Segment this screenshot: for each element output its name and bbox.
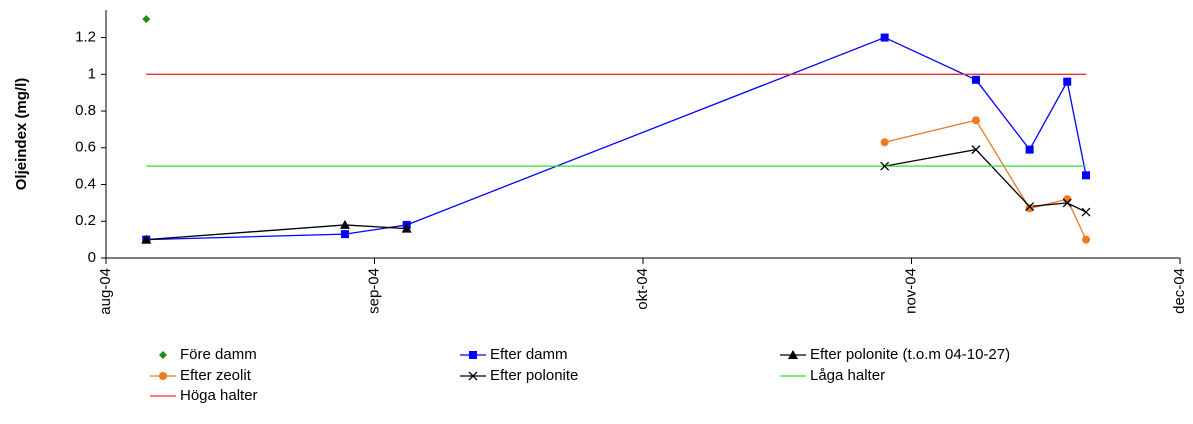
x-tick-label: sep-04	[365, 268, 382, 314]
y-tick-label: 0.2	[75, 212, 96, 229]
marker	[1025, 202, 1035, 212]
y-tick-label: 0.8	[75, 102, 96, 119]
legend-label: Efter polonite	[490, 367, 578, 384]
marker	[1082, 171, 1091, 180]
legend-label: Efter damm	[490, 346, 568, 363]
legend-label: Efter polonite (t.o.m 04-10-27)	[810, 346, 1010, 363]
y-tick-label: 0	[88, 249, 96, 266]
marker	[971, 145, 981, 155]
legend-label: Efter zeolit	[180, 367, 252, 384]
marker	[142, 15, 151, 24]
marker	[971, 75, 980, 84]
marker	[1025, 145, 1034, 154]
legend-marker	[468, 371, 478, 381]
marker	[339, 219, 350, 229]
y-tick-label: 1.2	[75, 29, 96, 46]
marker	[141, 234, 152, 244]
legend-label: Före damm	[180, 346, 257, 363]
legend-item: Höga halter	[150, 387, 258, 404]
y-tick-label: 0.6	[75, 139, 96, 156]
x-tick-label: nov-04	[902, 268, 919, 314]
legend-item: Före damm	[159, 346, 257, 363]
series-line	[146, 36, 1087, 241]
x-tick-label: okt-04	[634, 268, 651, 310]
marker	[1062, 198, 1072, 208]
x-tick-label: dec-04	[1171, 268, 1188, 314]
marker	[401, 223, 412, 233]
legend-marker	[469, 351, 477, 359]
legend-item: Efter polonite (t.o.m 04-10-27)	[780, 346, 1010, 363]
y-tick-label: 1	[88, 65, 96, 82]
legend-item: Låga halter	[780, 367, 885, 384]
legend-marker	[159, 372, 167, 380]
legend-item: Efter damm	[460, 346, 568, 363]
marker	[1081, 207, 1091, 217]
y-tick-label: 0.4	[75, 175, 96, 192]
series-line	[884, 148, 1087, 213]
marker	[1025, 204, 1034, 213]
marker	[880, 33, 889, 42]
marker	[880, 138, 889, 147]
legend-item: Efter zeolit	[150, 367, 252, 384]
series-line	[146, 224, 407, 241]
marker	[1082, 235, 1091, 244]
legend-marker	[159, 351, 167, 359]
series-line	[884, 119, 1087, 240]
legend-label: Höga halter	[180, 387, 258, 404]
marker	[1063, 77, 1072, 86]
marker	[340, 230, 349, 239]
legend-label: Låga halter	[810, 367, 885, 384]
marker	[971, 116, 980, 125]
marker	[880, 161, 890, 171]
legend-item: Efter polonite	[460, 367, 578, 384]
y-axis-title: Oljeindex (mg/l)	[13, 78, 30, 191]
legend-marker	[788, 350, 798, 359]
x-tick-label: aug-04	[97, 268, 114, 315]
